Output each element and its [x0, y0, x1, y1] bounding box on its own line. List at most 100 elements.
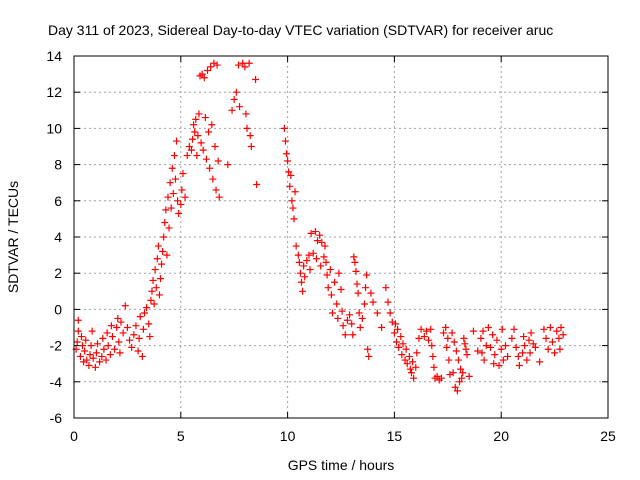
data-point [311, 228, 319, 236]
y-tick-label: 10 [46, 120, 62, 136]
data-point [388, 318, 396, 326]
x-tick-label: 20 [493, 428, 509, 444]
data-point [463, 351, 471, 359]
data-point [474, 347, 482, 355]
data-point [284, 157, 292, 165]
data-point [98, 352, 106, 360]
data-point [100, 345, 108, 353]
plot-frame [73, 55, 609, 419]
data-point [390, 329, 398, 337]
data-point [349, 331, 357, 339]
data-point [337, 285, 345, 293]
data-point [79, 342, 87, 350]
data-point [536, 358, 544, 366]
data-point [540, 325, 548, 333]
data-point [152, 284, 160, 292]
data-point [346, 311, 354, 319]
data-point [96, 358, 104, 366]
data-point [451, 383, 459, 391]
data-point [80, 358, 88, 366]
data-point [399, 340, 407, 348]
data-point [74, 327, 82, 335]
data-point [508, 334, 516, 342]
data-point [429, 352, 437, 360]
data-point [159, 247, 167, 255]
data-point [230, 95, 238, 103]
data-point [281, 137, 289, 145]
data-point [86, 351, 94, 359]
data-point [328, 309, 336, 317]
data-point [510, 325, 518, 333]
data-point [167, 204, 175, 212]
data-point [386, 309, 394, 317]
data-point [378, 324, 386, 331]
data-point [245, 59, 253, 67]
data-point [393, 338, 401, 346]
data-point [292, 242, 300, 250]
data-point [382, 284, 390, 292]
data-point [73, 338, 81, 346]
data-point [85, 362, 93, 370]
data-point [174, 197, 182, 205]
data-point [469, 327, 477, 335]
data-point [542, 334, 550, 342]
data-point [166, 179, 174, 187]
data-point [89, 354, 97, 362]
data-point [504, 352, 512, 360]
data-point [556, 345, 564, 353]
data-point [162, 206, 170, 214]
data-point [395, 343, 403, 351]
data-point [352, 267, 360, 275]
data-point [456, 378, 464, 386]
data-point [99, 334, 107, 342]
data-point [454, 356, 462, 364]
data-point [452, 347, 460, 355]
data-point [81, 347, 89, 355]
data-point [299, 287, 307, 295]
data-point [121, 302, 129, 310]
data-point [82, 336, 90, 344]
data-point [126, 336, 134, 344]
data-point [317, 262, 325, 270]
data-point [147, 296, 155, 304]
data-point [145, 320, 153, 328]
data-point [398, 351, 406, 359]
data-point [341, 331, 349, 339]
data-point [178, 186, 186, 194]
data-point [363, 271, 371, 279]
y-axis-label: SDTVAR / TECUs [5, 181, 21, 293]
data-point [128, 343, 136, 351]
x-axis-label: GPS time / hours [288, 457, 395, 473]
data-point [384, 298, 392, 306]
data-point [300, 262, 308, 270]
data-point [175, 209, 183, 217]
data-point [204, 66, 211, 74]
data-point [417, 325, 425, 333]
data-point [232, 88, 240, 96]
data-point [171, 175, 179, 183]
data-point [193, 152, 201, 160]
data-point [179, 170, 187, 178]
data-point [458, 374, 466, 382]
data-point [364, 345, 372, 353]
data-point [143, 304, 151, 312]
data-point [111, 345, 119, 353]
data-point [209, 175, 217, 183]
data-point [428, 342, 436, 350]
x-tick-label: 25 [600, 428, 616, 444]
data-point [498, 325, 506, 333]
data-point [415, 334, 423, 342]
data-point [448, 329, 456, 337]
data-point [130, 331, 138, 339]
data-point [132, 322, 140, 330]
data-point [437, 374, 445, 382]
data-point [433, 372, 441, 380]
data-point [322, 258, 330, 266]
data-point [353, 280, 361, 288]
data-point [493, 336, 501, 344]
data-point [355, 309, 363, 317]
data-point [362, 284, 370, 292]
data-point [161, 219, 169, 227]
data-point [116, 349, 124, 357]
data-point [459, 369, 467, 377]
